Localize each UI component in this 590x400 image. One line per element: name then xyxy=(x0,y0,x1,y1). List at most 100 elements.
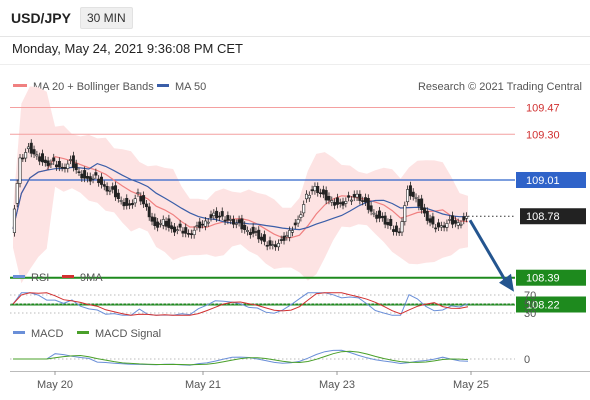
candle-body xyxy=(451,215,455,225)
candle-body xyxy=(49,163,53,165)
candle-body xyxy=(324,190,328,201)
candle-body xyxy=(147,206,151,218)
support-label: 108.22 xyxy=(526,300,560,312)
candle-body xyxy=(414,197,418,199)
macd-legend-swatch xyxy=(13,331,25,334)
candle-body xyxy=(122,202,126,207)
bollinger-band xyxy=(13,86,468,284)
candle-body xyxy=(32,149,36,155)
candle-body xyxy=(274,244,278,248)
datetime-label: Monday, May 24, 2021 9:36:08 PM CET xyxy=(12,41,243,56)
candle-body xyxy=(439,225,443,228)
candle-body xyxy=(69,159,73,161)
candle-body xyxy=(316,186,320,194)
candle-body xyxy=(290,230,294,233)
candle-body xyxy=(229,219,233,221)
candle-body xyxy=(164,220,168,227)
macd-panel: 0 xyxy=(10,349,530,366)
pivot-label: 109.01 xyxy=(526,175,560,187)
candle-body xyxy=(55,164,59,168)
candle-body xyxy=(394,225,398,233)
candle-body xyxy=(260,236,264,241)
candle-body xyxy=(29,142,33,154)
candle-body xyxy=(248,232,252,236)
candle-body xyxy=(375,214,379,219)
candle-body xyxy=(355,193,359,198)
candle-body xyxy=(139,196,143,202)
support-tag xyxy=(516,269,586,286)
projection-arrowhead xyxy=(499,273,514,292)
candle-body xyxy=(288,230,292,238)
candle-body xyxy=(40,153,44,163)
candle-body xyxy=(406,189,410,203)
candle-body xyxy=(310,189,314,192)
candle-body xyxy=(453,220,457,224)
candle-body xyxy=(403,205,407,222)
candle-body xyxy=(397,231,401,234)
candle-body xyxy=(347,195,351,198)
candle-body xyxy=(189,233,193,236)
candle-body xyxy=(71,155,75,168)
rsi-ma-legend-swatch xyxy=(62,275,74,278)
candle-body xyxy=(428,218,432,223)
candle-body xyxy=(97,178,101,184)
candle-body xyxy=(130,203,134,206)
candle-body xyxy=(24,152,28,159)
candle-body xyxy=(35,154,39,157)
candle-body xyxy=(217,215,221,218)
x-tick-label: May 25 xyxy=(453,379,489,391)
candle-body xyxy=(422,207,426,214)
candle-body xyxy=(442,225,446,228)
candle-body xyxy=(268,240,272,246)
candle-body xyxy=(431,216,435,225)
x-tick-label: May 23 xyxy=(319,379,355,391)
candle-body xyxy=(417,198,421,207)
candle-body xyxy=(195,225,199,227)
candle-body xyxy=(254,231,258,233)
candle-body xyxy=(299,214,303,218)
candle-body xyxy=(363,197,367,203)
candle-body xyxy=(88,176,92,182)
candle-body xyxy=(319,192,323,195)
candle-body xyxy=(302,204,306,214)
timeframe-button[interactable]: 30 MIN xyxy=(80,7,133,29)
candle-body xyxy=(209,214,213,218)
candle-body xyxy=(307,195,311,199)
candle-body xyxy=(150,216,154,222)
symbol-title: USD/JPY xyxy=(11,10,71,26)
candle-body xyxy=(80,173,84,179)
candle-body xyxy=(400,221,404,233)
candle-body xyxy=(262,234,266,242)
candle-body xyxy=(74,163,78,171)
macd-signal-line xyxy=(13,350,469,366)
candle-body xyxy=(223,219,227,222)
resistance-label: 109.30 xyxy=(526,129,560,141)
candle-body xyxy=(243,224,247,230)
candle-body xyxy=(285,235,289,238)
candle-body xyxy=(338,202,342,204)
candle-body xyxy=(344,201,348,204)
last-price-label: 108.78 xyxy=(526,211,560,223)
candle-body xyxy=(26,146,30,149)
candle-body xyxy=(128,203,132,206)
candle-body xyxy=(386,222,390,226)
copyright-label: Research © 2021 Trading Central xyxy=(418,81,582,93)
candle-body xyxy=(156,221,160,228)
candle-body xyxy=(105,186,109,192)
candle-body xyxy=(333,202,337,206)
candle-body xyxy=(456,222,460,226)
candle-body xyxy=(305,193,309,200)
macd-tick-label: 0 xyxy=(524,354,530,366)
candle-body xyxy=(327,195,331,201)
macd-legend-label: MACD xyxy=(31,328,63,340)
candle-body xyxy=(369,205,373,212)
candle-body xyxy=(184,227,188,234)
pivot-tag xyxy=(516,171,586,188)
candle-body xyxy=(282,235,286,241)
header-bar: USD/JPY 30 MIN xyxy=(0,0,590,36)
candle-body xyxy=(144,203,148,208)
candle-body xyxy=(321,189,325,195)
candle-body xyxy=(21,157,25,160)
support-tag xyxy=(516,296,586,313)
